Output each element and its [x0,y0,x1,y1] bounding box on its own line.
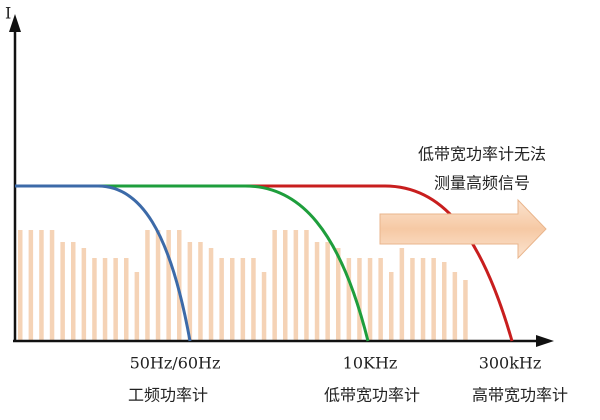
spectrum-bar [102,258,108,341]
spectrum-bar [240,258,246,341]
spectrum-bar [177,230,182,341]
spectrum-bar [304,230,309,341]
spectrum-bar [219,258,224,341]
spectrum-bar [71,242,76,341]
spectrum-bar [198,242,203,341]
spectrum-bar [314,242,320,341]
spectrum-bar [155,230,161,341]
y-axis-label: I [5,4,11,23]
frequency-label: 300kHz [479,354,542,373]
frequency-label: 10KHz [343,354,398,373]
spectrum-bar [378,258,383,341]
spectrum-bar [325,242,330,341]
spectrum-bar [92,258,97,341]
spectrum-bar [367,258,373,341]
spectrum-bar [272,230,277,341]
trend-arrow [379,198,547,260]
spectrum-bar [124,258,129,341]
spectrum-bar [399,248,405,341]
spectrum-bar [293,230,299,341]
low-bandwidth-curve [15,184,370,342]
spectrum-bar [145,230,150,341]
spectrum-bar [431,258,436,341]
spectrum-bar [346,258,352,341]
spectrum-bar [389,272,394,341]
spectrum-bar [49,230,55,341]
spectrum-bar [134,272,140,341]
x-axis-arrow [536,335,554,347]
spectrum-bars [18,230,468,341]
spectrum-bar [452,272,458,341]
spectrum-bar [230,258,235,341]
spectrum-bar [18,230,23,341]
spectrum-bar [166,230,171,341]
spectrum-bar [261,272,267,341]
spectrum-bar [357,258,362,341]
y-axis-arrow [9,14,21,32]
spectrum-bar [463,280,468,341]
frequency-label: 50Hz/60Hz [130,354,221,373]
spectrum-bar [410,258,415,341]
annotation: 测量高频信号 [434,174,530,193]
spectrum-bar [208,248,214,341]
spectrum-bar [39,230,44,341]
spectrum-bar [113,258,118,341]
spectrum-bar [420,258,426,341]
spectrum-bar [187,242,193,341]
spectrum-bar [283,230,288,341]
spectrum-bar [442,262,447,341]
spectrum-bar [336,248,341,341]
power-frequency-curve [15,184,192,342]
annotation: 低带宽功率计无法 [418,145,546,164]
spectrum-bar [81,248,87,341]
meter-label: 高带宽功率计 [472,386,568,405]
spectrum-bar [251,258,256,341]
meter-label: 低带宽功率计 [324,386,420,405]
spectrum-bar [28,230,34,341]
spectrum-bar [60,242,65,341]
meter-label: 工频功率计 [128,386,208,405]
